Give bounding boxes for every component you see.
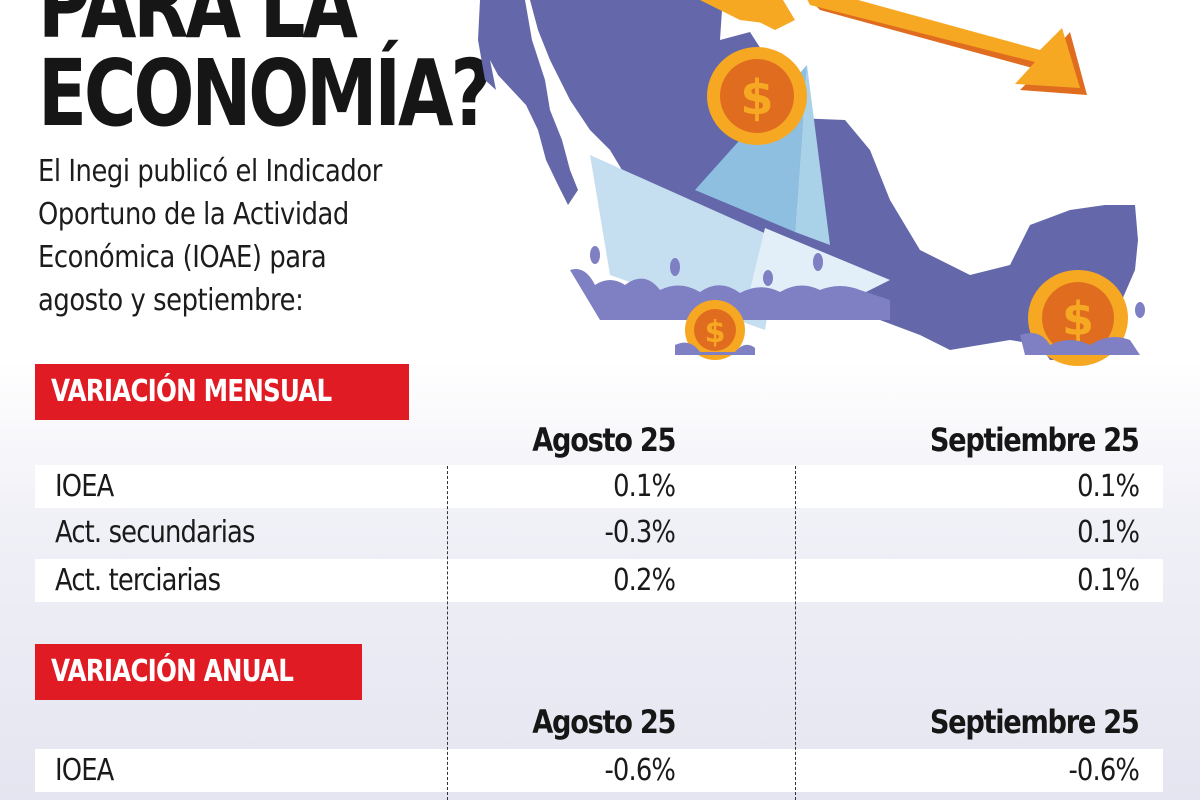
value-agosto: -0.6%	[604, 753, 675, 788]
table-row: IOEA -0.6% -0.6%	[35, 749, 1163, 792]
row-label: Act. secundarias	[55, 515, 255, 550]
dollar-coin-icon: $	[1020, 270, 1140, 366]
svg-text:$: $	[740, 70, 773, 126]
row-label: IOEA	[55, 753, 114, 788]
value-agosto: -0.3%	[604, 515, 675, 550]
dollar-coin-icon: $	[675, 300, 755, 360]
headline-line-1: PARA LA	[38, 0, 358, 59]
table-row: Act. terciarias 0.2% 0.1%	[35, 559, 1163, 602]
down-trend-arrow-icon	[700, 0, 1087, 95]
mexico-map-icon	[530, 0, 1138, 360]
column-divider	[795, 466, 796, 800]
table-row: IOEA 0.1% 0.1%	[35, 465, 1163, 508]
column-header-agosto: Agosto 25	[532, 703, 676, 741]
mexico-map-icon	[478, 0, 578, 205]
value-septiembre: 0.1%	[1076, 469, 1140, 504]
headline-line-2: ECONOMÍA?	[38, 40, 492, 147]
section-label-annual: VARIACIÓN ANUAL	[35, 644, 363, 700]
value-agosto: 0.2%	[612, 563, 676, 598]
intro-line: Oportuno de la Actividad	[38, 197, 349, 232]
mexico-economy-illustration: $ $ $	[478, 0, 1145, 366]
headline: PARA LA ECONOMÍA?	[38, 0, 492, 147]
column-header-agosto: Agosto 25	[532, 421, 676, 459]
row-label: Act. terciarias	[55, 563, 221, 598]
row-label: IOEA	[55, 469, 114, 504]
water-splash-icon	[570, 246, 1145, 320]
intro-line: agosto y septiembre:	[38, 283, 304, 318]
dollar-coin-icon: $	[707, 47, 807, 145]
value-septiembre: -0.6%	[1068, 753, 1139, 788]
table-row: Act. secundarias -0.3% 0.1%	[35, 511, 1163, 554]
intro-paragraph: El Inegi publicó el Indicador Oportuno d…	[38, 150, 399, 322]
value-agosto: 0.1%	[612, 469, 676, 504]
value-septiembre: 0.1%	[1076, 563, 1140, 598]
column-divider	[447, 466, 448, 800]
value-septiembre: 0.1%	[1076, 515, 1140, 550]
intro-line: El Inegi publicó el Indicador	[38, 154, 382, 189]
column-header-septiembre: Septiembre 25	[930, 703, 1140, 741]
intro-line: Económica (IOAE) para	[38, 240, 327, 275]
column-header-septiembre: Septiembre 25	[930, 421, 1140, 459]
section-label-monthly: VARIACIÓN MENSUAL	[35, 364, 409, 420]
svg-text:$: $	[1062, 292, 1094, 346]
svg-text:$: $	[705, 315, 726, 350]
